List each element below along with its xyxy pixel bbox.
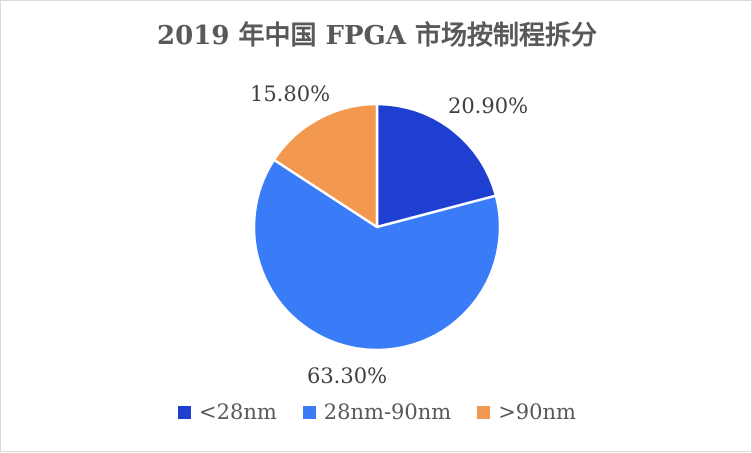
legend-item-28nm-90nm: 28nm-90nm (302, 400, 452, 424)
chart-title: 2019 年中国 FPGA 市场按制程拆分 (157, 21, 597, 51)
legend-item-gt90nm: >90nm (477, 400, 576, 424)
legend-swatch (302, 405, 316, 419)
legend-item-lt28nm: <28nm (178, 400, 277, 424)
legend-swatch (477, 405, 491, 419)
slice-lt28nm (375, 102, 498, 229)
legend-label: 28nm-90nm (323, 400, 452, 424)
legend-swatch (178, 405, 192, 419)
legend-label: <28nm (199, 400, 277, 424)
legend: <28nm 28nm-90nm >90nm (1, 400, 752, 424)
legend-label: >90nm (498, 400, 576, 424)
data-label-gt90nm: 15.80% (250, 82, 330, 106)
data-label-28nm-90nm: 63.30% (307, 364, 387, 388)
slice-28nm-90nm (252, 158, 502, 352)
data-label-lt28nm: 20.90% (448, 94, 528, 118)
slice-gt90nm (272, 102, 379, 229)
